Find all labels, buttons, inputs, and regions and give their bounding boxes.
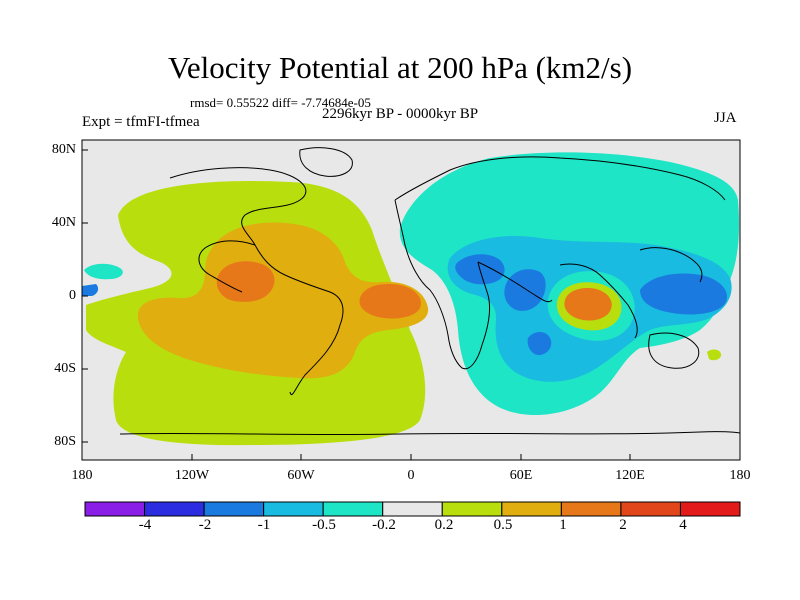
colorbar-box	[263, 501, 324, 517]
colorbar-label: 0.5	[493, 517, 513, 533]
negative-region-strong	[527, 332, 552, 356]
negative-region-strong	[504, 269, 546, 311]
positive-region-strong-atlantic	[359, 284, 421, 319]
lat-tick-label: 80S	[54, 434, 76, 449]
colorbar-box	[382, 501, 443, 517]
colorbar-box	[679, 501, 741, 517]
colorbar-box	[84, 501, 146, 517]
lat-tick-label: 80N	[51, 142, 76, 157]
lat-tick-label: 0	[69, 288, 76, 303]
colorbar-box	[501, 501, 562, 517]
colorbar-box	[322, 501, 384, 517]
colorbar-box	[203, 501, 265, 517]
lon-tick-label: 60W	[287, 468, 315, 483]
positive-region-strong-central-america	[216, 261, 275, 302]
lon-tick-label: 120E	[615, 468, 645, 483]
colorbar-label: -2	[198, 517, 212, 533]
experiment-label: Expt = tfmFI-tfmea	[82, 114, 200, 130]
lon-tick-label: 120W	[174, 468, 210, 483]
colorbar-label: 2	[619, 517, 627, 533]
lat-tick-label: 40N	[51, 215, 76, 230]
colorbar-label: 1	[559, 517, 567, 533]
negative-region-weak-pacific	[84, 263, 123, 280]
colorbar	[84, 501, 741, 517]
lon-tick-label: 60E	[509, 468, 533, 483]
colorbar-box	[144, 501, 205, 517]
lon-tick-label: 180	[729, 468, 751, 483]
negative-region-strong-western-pacific	[640, 273, 728, 315]
map-field	[82, 140, 740, 460]
colorbar-label: -0.2	[372, 517, 396, 533]
colorbar-box	[560, 501, 622, 517]
colorbar-box	[441, 501, 503, 517]
lon-tick-label: 180	[71, 468, 93, 483]
lon-tick-label: 0	[407, 468, 415, 483]
lat-tick-label: 40S	[54, 361, 76, 376]
axis-ticks	[81, 149, 741, 460]
positive-ring-inner-strong	[564, 288, 612, 321]
negative-region-strong-pacific	[82, 284, 99, 296]
colorbar-label: -0.5	[312, 517, 336, 533]
season-label: JJA	[714, 110, 737, 126]
period-label: 2296kyr BP - 0000kyr BP	[322, 106, 479, 122]
colorbar-label: 4	[679, 517, 687, 533]
coastlines	[119, 147, 740, 436]
colorbar-label: -1	[257, 517, 271, 533]
colorbar-label: 0.2	[434, 517, 454, 533]
positive-region-mid	[137, 222, 429, 379]
colorbar-box	[620, 501, 681, 517]
chart-title: Velocity Potential at 200 hPa (km2/s)	[167, 50, 633, 85]
rmsd-diff-stats: rmsd= 0.55522 diff= -7.74684e-05	[190, 95, 371, 110]
positive-region-weak-eastern-pacific	[707, 349, 722, 361]
colorbar-label: -4	[138, 517, 152, 533]
